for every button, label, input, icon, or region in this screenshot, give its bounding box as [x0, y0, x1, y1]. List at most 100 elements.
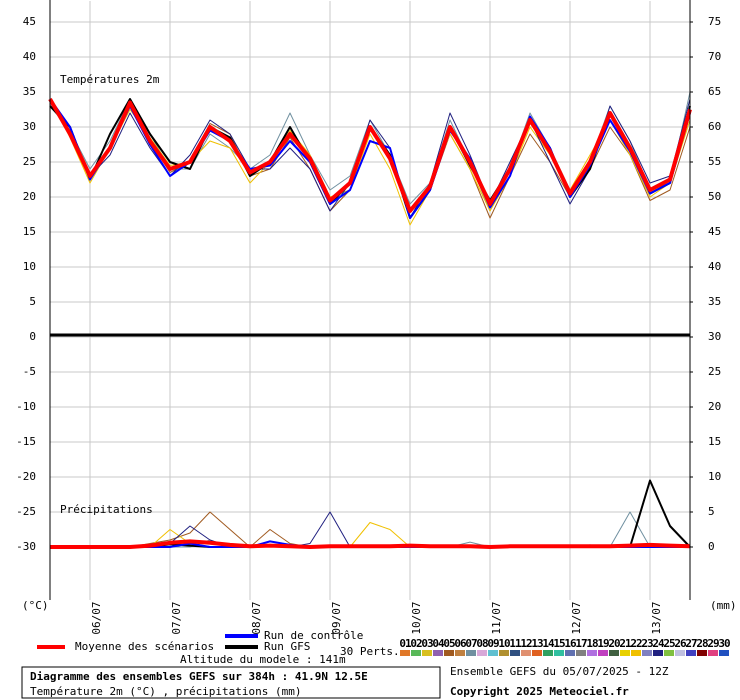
member-label: 17: [575, 637, 587, 650]
member-label: 22: [630, 637, 642, 650]
member-label: 04: [432, 637, 445, 650]
member-label: 10: [498, 637, 510, 650]
member-label: 21: [619, 637, 632, 650]
title-box: [21, 666, 441, 699]
member-swatch: [554, 650, 564, 656]
member-swatch: [686, 650, 696, 656]
y-unit-label: (°C): [22, 599, 49, 612]
member-label: 30: [718, 637, 730, 650]
member-swatch: [543, 650, 553, 656]
y2-tick-label: 25: [708, 365, 721, 378]
member-label: 09: [487, 637, 499, 650]
member-swatch: [455, 650, 465, 656]
y2-tick-label: 15: [708, 435, 721, 448]
member-label: 28: [696, 637, 708, 650]
temperature-line: [49, 98, 691, 219]
y2-tick-label: 65: [708, 85, 721, 98]
y2-tick-label: 60: [708, 120, 721, 133]
member-swatch: [466, 650, 476, 656]
y-tick-label: 35: [23, 85, 36, 98]
member-label: 05: [443, 637, 455, 650]
x-tick-label: 06/07: [90, 601, 103, 634]
y-tick-label: 25: [23, 155, 36, 168]
y-tick-label: 5: [29, 295, 36, 308]
member-label: 25: [663, 637, 675, 650]
member-label: 23: [641, 637, 653, 650]
y-tick-label: -30: [16, 540, 36, 553]
member-swatch: [587, 650, 597, 656]
member-swatch: [444, 650, 454, 656]
member-label: 19: [597, 637, 609, 650]
member-swatch: [708, 650, 718, 656]
member-swatch: [675, 650, 685, 656]
y-tick-label: 30: [23, 120, 36, 133]
member-swatch: [576, 650, 586, 656]
y-tick-label: 45: [23, 15, 36, 28]
x-tick-label: 13/07: [650, 601, 663, 634]
x-tick-label: 11/07: [490, 601, 503, 634]
member-label: 26: [674, 637, 687, 650]
member-swatch: [422, 650, 432, 656]
member-label: 13: [531, 637, 543, 650]
y-tick-label: -15: [16, 435, 36, 448]
members-label: 30 Perts.: [340, 645, 400, 658]
marks: [48, 91, 692, 549]
member-swatch: [499, 650, 509, 656]
member-label: 03: [421, 637, 433, 650]
y2-unit-label: (mm): [710, 599, 737, 612]
member-swatch: [488, 650, 498, 656]
member-label: 20: [608, 637, 620, 650]
member-swatch: [664, 650, 674, 656]
y-tick-label: 40: [23, 50, 36, 63]
member-swatch: [598, 650, 608, 656]
y-tick-label: 15: [23, 225, 36, 238]
member-label: 15: [553, 637, 565, 650]
member-label: 02: [410, 637, 422, 650]
legend-label: Run GFS: [264, 640, 310, 653]
y2-tick-label: 35: [708, 295, 721, 308]
member-label: 14: [542, 637, 555, 650]
member-swatch: [642, 650, 652, 656]
y2-tick-label: 10: [708, 470, 721, 483]
y2-tick-label: 40: [708, 260, 721, 273]
member-swatch: [532, 650, 542, 656]
member-swatch: [565, 650, 575, 656]
panel-label: Températures 2m: [60, 73, 160, 86]
member-swatch: [400, 650, 410, 656]
copyright: Copyright 2025 Meteociel.fr: [450, 685, 629, 698]
member-label: 06: [454, 637, 467, 650]
y-tick-label: -5: [23, 365, 36, 378]
y-tick-label: 10: [23, 260, 36, 273]
y-tick-label: -25: [16, 505, 36, 518]
altitude: Altitude du modele : 141m: [180, 653, 346, 666]
member-label: 16: [564, 637, 577, 650]
member-swatch: [631, 650, 641, 656]
member-label: 12: [520, 637, 532, 650]
member-label: 01: [399, 637, 412, 650]
member-label: 29: [707, 637, 719, 650]
member-swatch: [411, 650, 421, 656]
legend: Moyenne des scénarios Run de contrôleRun …: [37, 629, 731, 656]
panel-label: Précipitations: [60, 503, 153, 516]
legend-label: Run de contrôle: [264, 629, 363, 642]
y-tick-label: -10: [16, 400, 36, 413]
x-tick-label: 07/07: [170, 601, 183, 634]
x-tick-label: 09/07: [330, 601, 343, 634]
member-swatch: [697, 650, 707, 656]
y2-tick-label: 5: [708, 505, 715, 518]
member-swatch: [653, 650, 663, 656]
run-info: Ensemble GEFS du 05/07/2025 - 12Z: [450, 665, 669, 678]
legend-label: Moyenne des scénarios: [75, 640, 214, 653]
y2-tick-label: 75: [708, 15, 721, 28]
chart-subtitle: Température 2m (°C) , précipitations (mm…: [30, 685, 302, 698]
member-label: 08: [476, 637, 488, 650]
member-label: 18: [586, 637, 598, 650]
member-swatch: [510, 650, 520, 656]
member-swatch: [433, 650, 443, 656]
member-swatch: [620, 650, 630, 656]
y2-tick-label: 0: [708, 540, 715, 553]
y2-tick-label: 70: [708, 50, 721, 63]
